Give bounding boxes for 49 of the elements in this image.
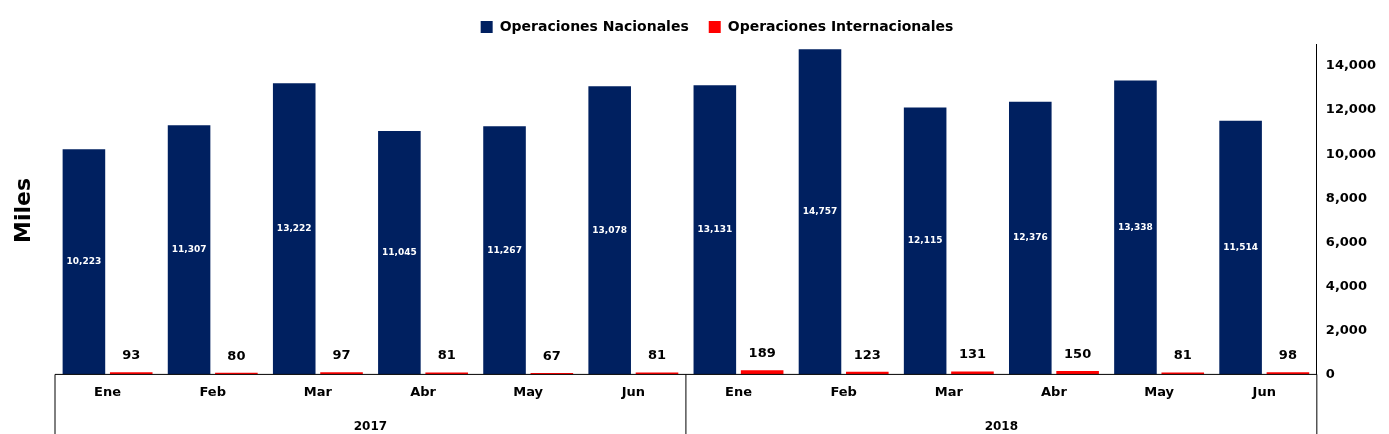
y-tick-label: 8,000 xyxy=(1325,189,1367,205)
data-label: 81 xyxy=(437,347,456,363)
data-label: 10,223 xyxy=(66,256,102,267)
data-label: 81 xyxy=(1173,347,1192,363)
data-label: 189 xyxy=(748,345,776,361)
data-label: 11,045 xyxy=(382,247,417,258)
y-tick-label: 14,000 xyxy=(1325,57,1377,73)
data-label: 11,307 xyxy=(171,244,207,255)
y-tick-label: 4,000 xyxy=(1325,277,1367,293)
y-tick-label: 2,000 xyxy=(1325,321,1367,337)
text: 2017 xyxy=(353,419,388,434)
data-label: 14,757 xyxy=(802,206,838,217)
legend-label: Operaciones Nacionales xyxy=(499,17,689,34)
x-tick-label: May xyxy=(513,383,544,399)
y-axis-title: Miles xyxy=(9,177,35,243)
data-label: 13,338 xyxy=(1118,221,1153,232)
x-tick-label: Jun xyxy=(620,383,646,399)
x-tick-label: May xyxy=(1144,383,1175,399)
x-tick-label: Abr xyxy=(1041,383,1068,399)
data-label: 131 xyxy=(958,346,987,362)
y-tick-label: 0 xyxy=(1325,365,1335,381)
data-label: 13,131 xyxy=(697,224,733,235)
data-label: 98 xyxy=(1278,347,1297,363)
data-label: 81 xyxy=(647,347,667,363)
x-tick-label: Feb xyxy=(830,383,857,399)
data-label: 11,267 xyxy=(487,244,522,255)
x-tick-label: Mar xyxy=(303,383,333,399)
data-label: 123 xyxy=(853,346,881,362)
x-tick-label: Feb xyxy=(199,383,226,399)
data-label: 12,376 xyxy=(1012,232,1048,243)
data-label: 12,115 xyxy=(907,235,943,246)
data-label: 67 xyxy=(542,347,561,363)
data-label: 150 xyxy=(1064,345,1092,361)
legend-label: Operaciones Internacionales xyxy=(727,17,954,34)
data-label: 13,222 xyxy=(276,223,312,234)
y-tick-label: 10,000 xyxy=(1325,145,1377,161)
data-label: 11,514 xyxy=(1223,241,1258,252)
data-label: 13,078 xyxy=(592,224,628,235)
x-tick-label: Jun xyxy=(1251,383,1276,399)
x-tick-label: Abr xyxy=(410,383,437,399)
x-tick-label: Ene xyxy=(94,383,122,399)
y-tick-label: 12,000 xyxy=(1325,101,1377,117)
text: 2018 xyxy=(984,419,1019,434)
data-label: 97 xyxy=(332,347,351,363)
x-tick-label: Ene xyxy=(725,383,753,399)
x-tick-label: Mar xyxy=(934,383,964,399)
data-label: 80 xyxy=(227,347,246,363)
data-label: 93 xyxy=(122,347,141,363)
y-tick-label: 6,000 xyxy=(1325,233,1367,249)
